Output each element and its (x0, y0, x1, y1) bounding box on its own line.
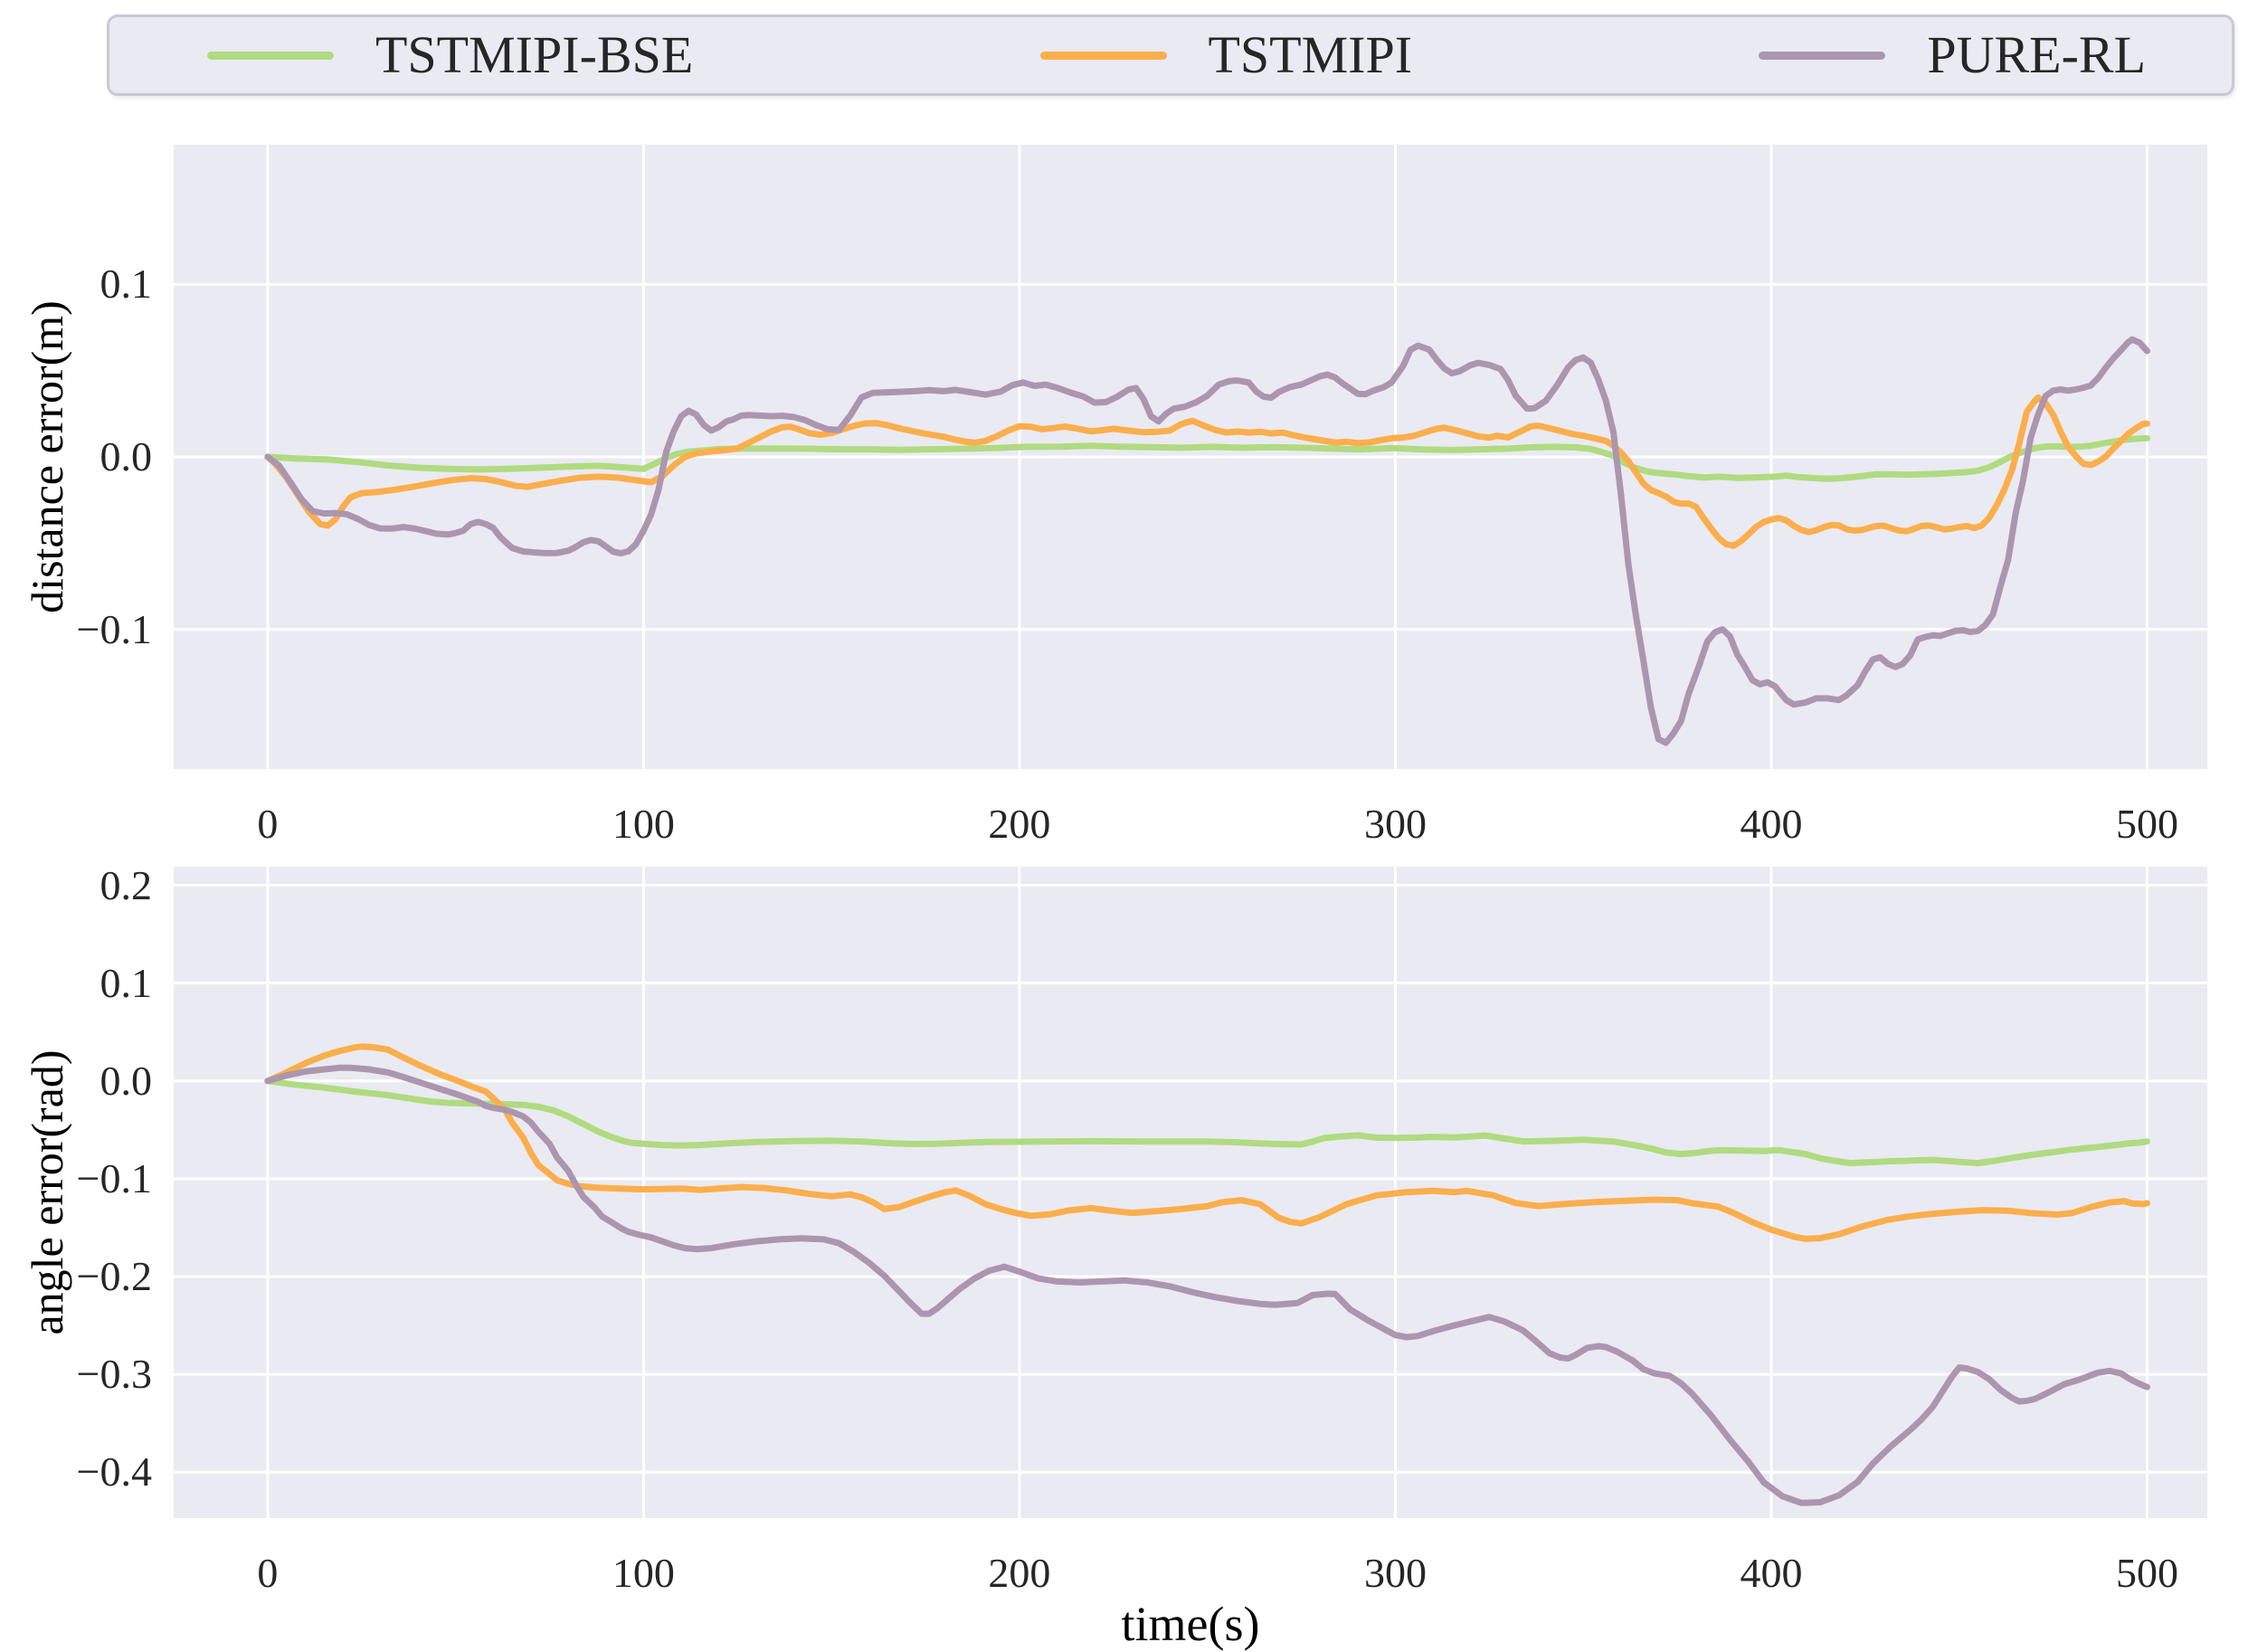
x-tick-label: 0 (257, 801, 279, 847)
series-line-pure-rl (264, 1064, 2150, 1506)
y-tick-label: −0.1 (76, 1154, 152, 1201)
series-swatch-orange-icon (1039, 51, 1167, 60)
y-tick-label: −0.3 (76, 1351, 152, 1398)
y-tick-label: −0.1 (76, 605, 152, 652)
angle-error-plot (174, 867, 2207, 1518)
angle-error-svg (174, 867, 2207, 1518)
x-tick-label: 300 (1363, 1550, 1427, 1596)
time-xlabel: time(s) (1121, 1597, 1260, 1651)
x-tick-label: 0 (257, 1550, 279, 1596)
y-tick-label: 0.1 (100, 261, 153, 308)
x-tick-label: 500 (2116, 801, 2179, 847)
legend-label: PURE-RL (1927, 25, 2146, 84)
series-swatch-purple-icon (1759, 51, 1886, 60)
y-tick-label: 0.0 (100, 433, 153, 479)
legend: TSTMIPI-BSE TSTMIPI PURE-RL (107, 14, 2234, 96)
x-tick-label: 400 (1740, 1550, 1803, 1596)
x-tick-label: 200 (988, 801, 1051, 847)
y-tick-label: −0.4 (76, 1448, 152, 1495)
legend-item-tstmipi-bse: TSTMIPI-BSE (207, 29, 693, 81)
y-tick-label: 0.2 (100, 861, 153, 908)
x-tick-label: 400 (1740, 801, 1803, 847)
x-tick-label: 300 (1363, 801, 1427, 847)
distance-error-plot (174, 145, 2207, 769)
x-tick-label: 500 (2116, 1550, 2179, 1596)
distance-error-svg (174, 145, 2207, 769)
legend-item-tstmipi: TSTMIPI (1039, 25, 1413, 84)
y-tick-label: 0.0 (100, 1057, 153, 1104)
series-line-pure-rl (264, 336, 2150, 746)
series-line-tstmipi-bse (264, 1078, 2150, 1167)
x-tick-label: 100 (612, 1550, 675, 1596)
x-tick-label: 100 (612, 801, 675, 847)
legend-label: TSTMIPI-BSE (375, 25, 694, 84)
series-line-tstmipi (264, 1043, 2150, 1242)
series-line-tstmipi (264, 394, 2150, 549)
y-tick-label: 0.1 (100, 959, 153, 1006)
series-line-tstmipi-bse (264, 434, 2150, 482)
legend-label: TSTMIPI (1208, 25, 1413, 84)
y-tick-label: −0.2 (76, 1252, 152, 1299)
series-swatch-green-icon (207, 51, 334, 60)
legend-item-pure-rl: PURE-RL (1759, 29, 2146, 81)
x-tick-label: 200 (988, 1550, 1051, 1596)
